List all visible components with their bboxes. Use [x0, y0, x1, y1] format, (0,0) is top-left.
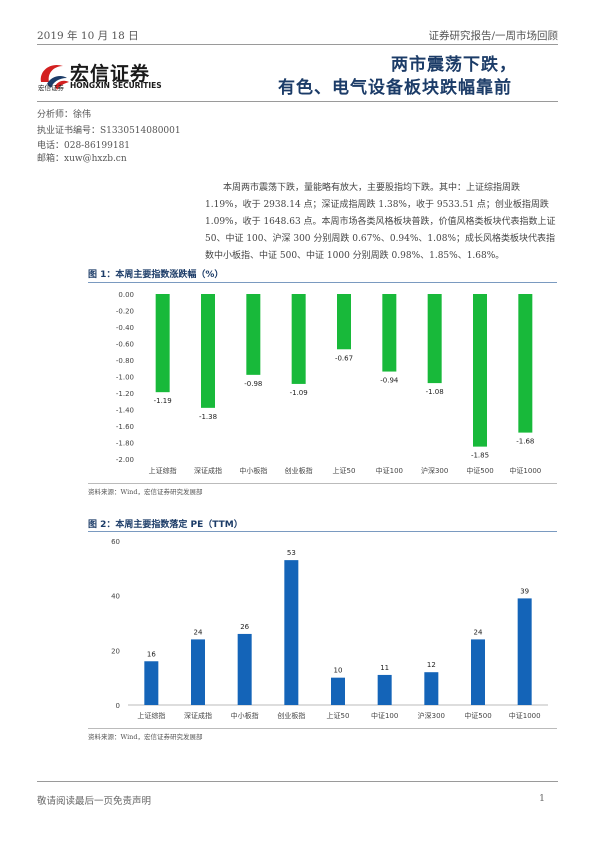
y-tick-label: -1.40 — [116, 407, 134, 415]
data-label: 53 — [287, 549, 296, 557]
data-label: 11 — [380, 664, 389, 672]
bar — [471, 639, 485, 705]
data-label: 24 — [194, 628, 203, 636]
figure-1-title-rule — [88, 282, 557, 283]
summary-paragraph: 本周两市震荡下跌，量能略有放大，主要股指均下跌。其中：上证综指周跌 1.19%，… — [205, 183, 556, 261]
data-label: -1.19 — [154, 397, 172, 405]
data-label: -1.09 — [290, 389, 308, 397]
company-logo — [40, 64, 69, 90]
y-tick-label: -1.20 — [116, 390, 134, 398]
data-label: -0.94 — [380, 377, 399, 385]
y-tick-label: -0.20 — [116, 308, 134, 316]
analyst-license: 执业证书编号：S1330514080001 — [37, 126, 181, 136]
data-label: 16 — [147, 650, 156, 658]
y-tick-label: -1.00 — [116, 374, 134, 382]
analyst-name: 分析师：徐伟 — [37, 110, 92, 120]
data-label: 39 — [520, 587, 529, 595]
bar — [331, 677, 345, 705]
y-tick-label: 0.00 — [118, 291, 134, 299]
x-tick-label: 上证50 — [333, 466, 356, 475]
x-tick-label: 深证成指 — [184, 711, 212, 720]
bar — [427, 294, 442, 384]
x-tick-label: 上证50 — [327, 711, 350, 720]
bar — [144, 661, 159, 705]
page-number: 1 — [538, 793, 545, 804]
data-label: 24 — [474, 628, 483, 636]
x-tick-label: 中证100 — [371, 711, 398, 720]
bar — [518, 294, 533, 433]
x-tick-label: 中证1000 — [509, 466, 541, 475]
logo-name-en: HONGXIN SECURITIES — [70, 81, 162, 90]
change-chart: 0.00 -0.20 -0.40 -0.60 -0.80 -1.00 -1.20 -1.40 -… — [116, 291, 541, 475]
y-tick-label: 20 — [111, 647, 120, 655]
y-tick-label: -0.40 — [116, 324, 134, 332]
bar — [424, 672, 439, 705]
footer-disclaimer: 敬请阅读最后一页免责声明 — [37, 796, 152, 807]
bar — [382, 294, 397, 372]
x-tick-label: 中小板指 — [239, 466, 267, 475]
figure-2-title-rule — [88, 531, 557, 532]
y-tick-label: -1.60 — [116, 423, 134, 431]
x-tick-label: 创业板指 — [285, 466, 313, 475]
bar — [337, 294, 351, 350]
report-title-line2: 有色、电气设备板块跌幅靠前 — [278, 78, 512, 98]
x-tick-label: 中小板指 — [231, 711, 259, 720]
report-type: 证券研究报告/一周市场回顾 — [428, 30, 558, 42]
figure-1-title: 图 1：本周主要指数涨跌幅（%） — [88, 270, 224, 280]
x-tick-label: 中证1000 — [509, 711, 541, 720]
figure-1-source-rule — [88, 483, 557, 484]
bar — [517, 598, 532, 705]
data-label: 26 — [240, 623, 249, 631]
x-tick-label: 中证500 — [466, 466, 493, 475]
header-divider — [37, 44, 558, 45]
bar — [155, 294, 170, 393]
data-label: -0.98 — [244, 380, 262, 388]
y-tick-label: -2.00 — [116, 456, 134, 464]
data-label: -1.38 — [199, 413, 217, 421]
bar — [191, 639, 205, 705]
x-tick-label: 沪深300 — [418, 711, 445, 720]
y-tick-label: 40 — [111, 593, 120, 601]
bar — [284, 560, 299, 705]
y-tick-label: -0.60 — [116, 341, 134, 349]
x-tick-label: 沪深300 — [421, 466, 448, 475]
y-tick-label: 0 — [116, 702, 120, 710]
footer-divider — [37, 781, 558, 782]
logo-name-cn: 宏信证券 — [70, 63, 151, 85]
figure-2-source: 资料来源：Wind，宏信证券研究发展部 — [88, 733, 203, 741]
x-tick-label: 创业板指 — [277, 711, 305, 720]
data-label: -1.08 — [426, 388, 444, 396]
x-tick-label: 中证500 — [464, 711, 491, 720]
data-label: -1.68 — [516, 438, 534, 446]
y-tick-label: 60 — [111, 538, 120, 546]
data-label: -0.67 — [335, 354, 353, 362]
figure-1-source: 资料来源：Wind，宏信证券研究发展部 — [88, 488, 203, 496]
report-title-line1: 两市震荡下跌， — [391, 55, 517, 75]
figure-2-source-rule — [88, 728, 557, 729]
x-tick-label: 上证综指 — [137, 711, 165, 720]
analyst-phone: 电话：028-86199181 — [37, 141, 131, 151]
logo-name-cn-small: 宏信证券 — [38, 84, 64, 92]
figure-2-title: 图 2：本周主要指数落定 PE（TTM） — [88, 520, 243, 530]
x-tick-label: 中证100 — [376, 466, 403, 475]
x-tick-label: 深证成指 — [194, 466, 222, 475]
bar — [237, 633, 252, 705]
title-divider — [37, 101, 558, 102]
analyst-email: 邮箱：xuw@hxzb.cn — [37, 154, 127, 164]
report-date: 2019 年 10 月 18 日 — [37, 30, 139, 42]
bar — [377, 674, 392, 705]
bar — [246, 294, 261, 375]
bar — [291, 294, 306, 384]
bar — [473, 294, 487, 447]
data-label: 12 — [427, 661, 436, 669]
bar — [201, 294, 215, 408]
data-label: -1.85 — [471, 452, 489, 460]
y-tick-label: -0.80 — [116, 357, 134, 365]
x-tick-label: 上证综指 — [149, 466, 177, 475]
y-tick-label: -1.80 — [116, 440, 134, 448]
pe-chart: 60 40 20 0 16 上证综指 24 深证成指 26 中小板指 53 创业板指 10 上证50 11 中… — [111, 538, 548, 720]
data-label: 10 — [334, 667, 343, 675]
